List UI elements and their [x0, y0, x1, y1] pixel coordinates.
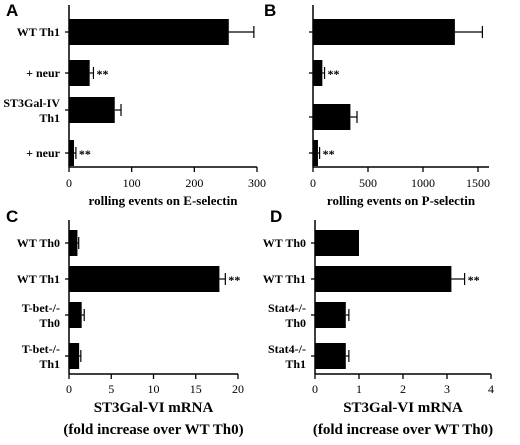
x-tick-label: 3: [444, 382, 450, 396]
bar: [315, 266, 452, 292]
x-axis-label: ST3Gal-VI mRNA: [343, 400, 463, 416]
x-tick-label: 10: [148, 382, 160, 396]
category-label: + neur: [26, 66, 61, 80]
bar: [313, 19, 455, 45]
x-tick-label: 15: [190, 382, 202, 396]
x-tick-label: 200: [185, 176, 203, 190]
bar: [69, 343, 80, 369]
panel-a: A 0 100 200 300 WT Th1 ** + neur ST3Gal-IV Th1 ** +…: [3, 1, 266, 208]
x-tick-label: 0: [66, 176, 72, 190]
category-label: WT Th1: [17, 272, 60, 286]
panel-d: D 0 1 2 3 4 WT Th0 ** WT Th1 Stat4-/-Th0 Stat4-/-T…: [263, 207, 494, 438]
bar: [315, 302, 346, 328]
significance-label: **: [323, 147, 335, 161]
category-label: Stat4-/-Th0: [268, 301, 306, 330]
bar: [69, 97, 115, 123]
bar: [313, 60, 323, 86]
significance-label: **: [328, 67, 340, 81]
category-label: WT Th1: [17, 25, 60, 39]
significance-label: **: [79, 147, 91, 161]
x-axis-label: rolling events on E-selectin: [89, 193, 239, 208]
category-label: T-bet-/-Th1: [22, 342, 60, 371]
bar: [69, 140, 75, 166]
bar: [315, 343, 346, 369]
x-axis-label: ST3Gal-VI mRNA: [94, 400, 214, 416]
category-label: WT Th0: [263, 236, 306, 250]
bar: [313, 104, 351, 130]
panel-letter: D: [270, 207, 282, 226]
x-tick-label: 1: [356, 382, 362, 396]
bar: [69, 19, 229, 45]
x-tick-label: 100: [123, 176, 141, 190]
category-label: WT Th0: [17, 236, 60, 250]
category-label: + neur: [26, 146, 61, 160]
panel-letter: C: [6, 207, 18, 226]
x-tick-label: 5: [108, 382, 114, 396]
category-label: WT Th1: [263, 272, 306, 286]
x-tick-label: 2: [400, 382, 406, 396]
bar: [315, 230, 359, 256]
panel-c: C 0 5 10 15 20 WT Th0 ** WT Th1 T-bet-/-Th0 T-bet-…: [6, 207, 244, 438]
panel-letter: B: [264, 1, 276, 20]
category-label: Stat4-/-Th1: [268, 342, 306, 371]
x-axis-label-secondary: (fold increase over WT Th0): [63, 422, 243, 438]
x-tick-label: 500: [359, 176, 377, 190]
significance-label: **: [228, 273, 240, 287]
bar: [69, 302, 82, 328]
x-axis-label: rolling events on P-selectin: [327, 193, 476, 208]
panel-b: B 0 500 1000 1500 ** ** rolling events on P-sel…: [264, 1, 490, 208]
x-tick-label: 1500: [466, 176, 490, 190]
x-axis-label-secondary: (fold increase over WT Th0): [313, 422, 493, 438]
bar: [69, 266, 220, 292]
significance-label: **: [96, 67, 108, 81]
bar: [69, 230, 78, 256]
significance-label: **: [468, 273, 480, 287]
x-tick-label: 0: [312, 382, 318, 396]
bar: [313, 140, 318, 166]
bar: [69, 60, 90, 86]
panel-letter: A: [6, 1, 18, 20]
x-tick-label: 0: [66, 382, 72, 396]
x-tick-label: 300: [248, 176, 266, 190]
category-label: ST3Gal-IV Th1: [3, 96, 60, 125]
x-tick-label: 4: [488, 382, 494, 396]
x-tick-label: 0: [310, 176, 316, 190]
category-label: T-bet-/-Th0: [22, 301, 60, 330]
x-tick-label: 20: [232, 382, 244, 396]
x-tick-label: 1000: [411, 176, 435, 190]
